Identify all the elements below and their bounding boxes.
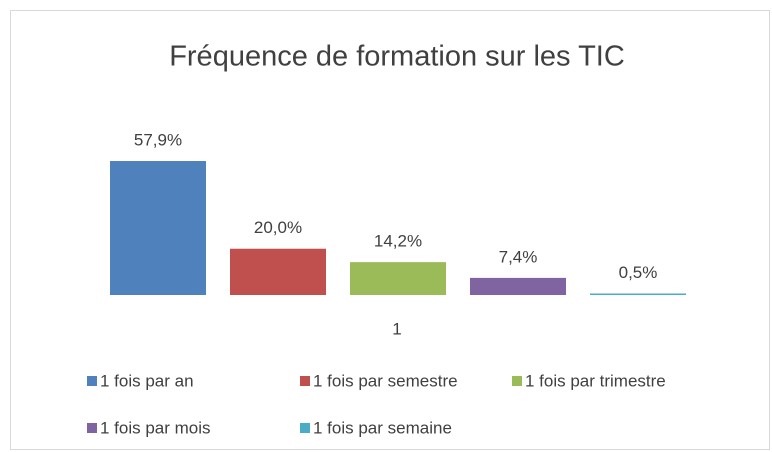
- chart-title: Fréquence de formation sur les TIC: [169, 41, 625, 73]
- data-label: 20,0%: [254, 218, 302, 237]
- bar: [590, 293, 686, 295]
- legend-swatch: [512, 376, 522, 386]
- legend-label: 1 fois par semaine: [313, 418, 452, 437]
- legend-swatch: [87, 423, 97, 433]
- legend-label: 1 fois par trimestre: [525, 371, 666, 390]
- data-label: 7,4%: [499, 247, 538, 266]
- legend-label: 1 fois par an: [100, 371, 194, 390]
- data-label: 57,9%: [134, 131, 182, 150]
- legend-swatch: [300, 423, 310, 433]
- bar: [470, 277, 566, 295]
- legend-label: 1 fois par semestre: [313, 371, 458, 390]
- legend-swatch: [87, 376, 97, 386]
- legend-label: 1 fois par mois: [100, 418, 211, 437]
- legend-swatch: [300, 376, 310, 386]
- bar: [230, 248, 326, 295]
- bar: [350, 262, 446, 295]
- x-tick-label: 1: [392, 319, 401, 338]
- data-label: 0,5%: [619, 263, 658, 282]
- data-label: 14,2%: [374, 232, 422, 251]
- bar: [110, 161, 206, 295]
